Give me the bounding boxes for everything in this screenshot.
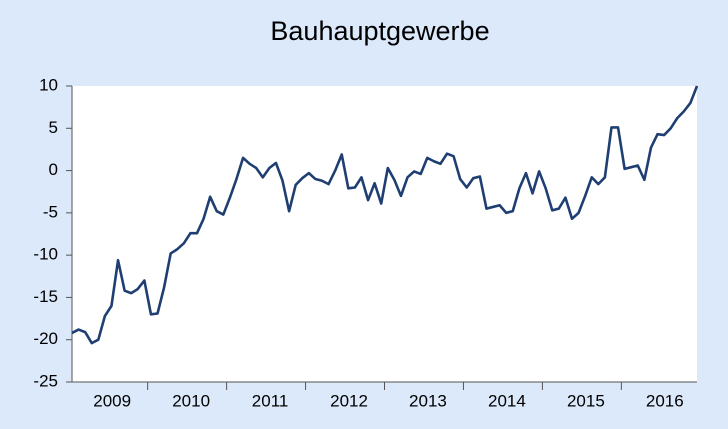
plot-area <box>72 86 697 382</box>
y-tick-label: -5 <box>43 202 58 221</box>
y-tick-label: -20 <box>33 329 58 348</box>
y-tick-label: -10 <box>33 245 58 264</box>
x-tick-label: 2011 <box>252 391 289 410</box>
y-tick-label: 5 <box>49 118 58 137</box>
y-tick-label: -15 <box>33 287 58 306</box>
x-tick-label: 2010 <box>172 391 210 410</box>
x-tick-label: 2014 <box>488 391 526 410</box>
data-line <box>71 85 699 345</box>
x-tick-label: 2015 <box>567 391 605 410</box>
x-tick-label: 2013 <box>409 391 447 410</box>
y-tick-label: 10 <box>39 75 58 94</box>
y-tick-label: -25 <box>33 371 58 390</box>
x-tick-label: 2012 <box>330 391 368 410</box>
x-tick-label: 2016 <box>646 391 684 410</box>
chart-title: Bauhauptgewerbe <box>270 16 489 46</box>
x-tick-label: 2009 <box>93 391 131 410</box>
y-tick-label: 0 <box>49 160 58 179</box>
